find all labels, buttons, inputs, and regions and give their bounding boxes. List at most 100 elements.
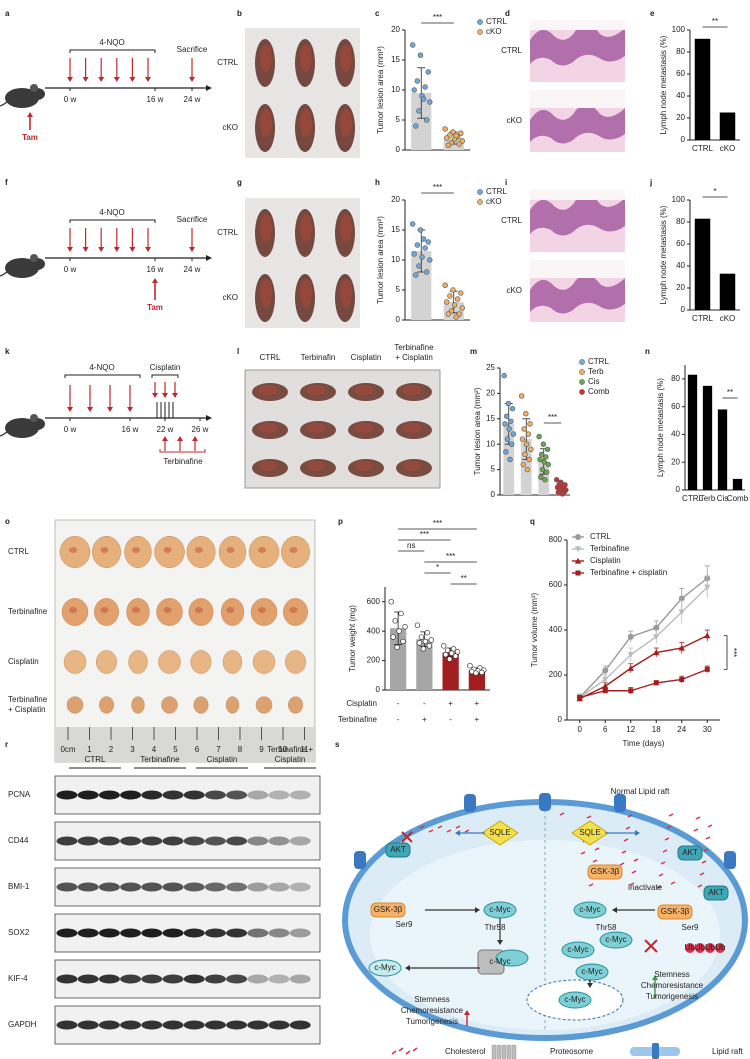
data-point (420, 646, 427, 652)
tumor (59, 536, 91, 568)
data-point (456, 141, 462, 147)
bar (719, 273, 736, 310)
bar (732, 478, 743, 490)
condition-mark: + (475, 715, 480, 724)
row-label: cKO (506, 116, 522, 125)
tumor-vessel (258, 607, 266, 613)
arrow-head (189, 77, 195, 82)
data-point (524, 466, 531, 473)
panel-letter: f (5, 178, 8, 187)
blot-band (204, 790, 226, 800)
y-tick-label: 20 (391, 25, 400, 34)
row-label: Terbinafine (8, 607, 48, 616)
tumor (220, 598, 245, 626)
blot-band (120, 928, 142, 938)
condition-mark: + (448, 699, 453, 708)
arrow-head (67, 77, 73, 82)
data-point (448, 650, 455, 656)
data-point (523, 411, 529, 417)
legend-label: Cholesterol (445, 1047, 486, 1056)
histology-top (530, 20, 625, 30)
panel-letter: a (5, 9, 10, 18)
diagram-label: SQLE (489, 828, 510, 837)
y-tick-label: 200 (549, 670, 563, 679)
legend-marker (477, 19, 483, 25)
data-point (525, 431, 532, 437)
ruler-label: 7 (216, 745, 221, 754)
y-tick-label: 0 (396, 145, 401, 154)
arrow-head (67, 407, 73, 412)
data-point (538, 451, 545, 458)
legend-cholesterol (398, 1047, 404, 1052)
akt (385, 842, 411, 858)
tumor (158, 650, 181, 674)
cholesterol (707, 824, 713, 828)
akt (677, 845, 703, 861)
panel-letter: c (375, 9, 380, 18)
blot-band (77, 974, 99, 984)
tumor (128, 650, 148, 674)
column-label: Terbinafin (301, 353, 336, 362)
marker (679, 677, 685, 682)
panel-letter: g (237, 178, 242, 187)
data-point (450, 646, 457, 652)
c-myc (575, 963, 609, 981)
blot-band (120, 1020, 142, 1030)
data-point (541, 459, 547, 465)
time-tick-label: 0 w (64, 425, 77, 434)
y-axis-label: Tumor lesion area (mm²) (376, 46, 385, 134)
diagram-label: Tumorigenesis (406, 1017, 458, 1026)
arrow-head (113, 77, 120, 82)
tumor (255, 696, 273, 714)
tumor-lesion (306, 385, 326, 395)
data-point (419, 254, 425, 260)
y-axis-label: Tumor lesion area (mm²) (376, 216, 385, 304)
time-axis-head (206, 255, 212, 261)
legend-proteasome (501, 1044, 507, 1059)
legend-label: Cisplatin (590, 556, 621, 565)
legend-label: CTRL (486, 187, 507, 196)
tumor-lesion (300, 109, 312, 137)
y-tick-label: 0 (558, 715, 563, 724)
tumor-lesion (300, 44, 312, 72)
data-point (544, 446, 551, 452)
y-tick-label: 100 (672, 195, 686, 204)
data-point (414, 622, 421, 628)
data-point (453, 314, 459, 320)
data-point (479, 669, 485, 676)
data-point (423, 117, 430, 123)
blot-band (141, 974, 163, 984)
legend-cholesterol (405, 1050, 411, 1055)
cholesterol (699, 872, 705, 876)
tumor (288, 696, 303, 714)
lipid-raft (724, 851, 736, 869)
significance-label: *** (433, 13, 442, 22)
tumor (61, 598, 89, 626)
diagram-label: Normal Lipid raft (611, 787, 670, 796)
marker (704, 666, 710, 672)
panel-letter: b (237, 9, 242, 18)
data-point (444, 299, 450, 305)
diagram-label: SQLE (579, 828, 600, 837)
tumor-vessel (69, 607, 77, 613)
cholesterol (660, 861, 666, 865)
y-tick-label: 60 (676, 69, 685, 78)
blot-band (226, 928, 248, 938)
cholesterol (668, 813, 674, 817)
marker (627, 652, 634, 658)
legend-label: Comb (588, 387, 610, 396)
ubiquitin (705, 943, 715, 953)
cholesterol (627, 814, 633, 818)
diagram-label: GSK-3β (591, 867, 620, 876)
arrow-head (87, 407, 93, 412)
y-axis-label: Tumor weight (mg) (348, 605, 357, 672)
legend-marker (574, 557, 582, 564)
legend-label: Lipid raft (712, 1047, 743, 1056)
marker (577, 695, 583, 700)
blot-band (141, 790, 163, 800)
time-axis-head (206, 415, 212, 421)
data-point (413, 123, 419, 129)
arrow-head (129, 247, 136, 252)
diagram-label: AKT (682, 848, 698, 857)
data-point (422, 638, 429, 645)
